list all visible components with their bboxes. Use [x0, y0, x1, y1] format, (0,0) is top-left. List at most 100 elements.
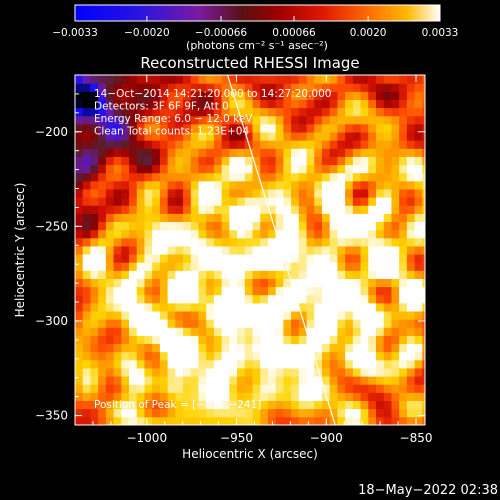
heatmap-cell: [129, 246, 138, 255]
heatmap-cell: [267, 197, 277, 206]
x-axis-label: Heliocentric X (arcsec): [182, 447, 318, 461]
heatmap-cell: [406, 246, 415, 255]
heatmap-cell: [345, 148, 354, 157]
heatmap-cell: [75, 75, 84, 84]
heatmap-cell: [345, 229, 354, 239]
heatmap-cell: [198, 189, 207, 198]
heatmap-cell: [152, 286, 161, 296]
heatmap-cell: [159, 319, 169, 328]
heatmap-cell: [167, 262, 176, 271]
heatmap-cell: [283, 416, 292, 425]
heatmap-cell: [175, 197, 184, 206]
heatmap-cell: [75, 213, 84, 223]
heatmap-cell: [136, 408, 145, 418]
heatmap-cell: [144, 246, 153, 255]
heatmap-cell: [136, 164, 145, 174]
heatmap-cell: [229, 286, 238, 296]
heatmap-cell: [121, 197, 130, 206]
heatmap-cell: [105, 400, 114, 410]
heatmap-cell: [75, 246, 84, 255]
heatmap-cell: [291, 368, 300, 377]
heatmap-cell: [391, 156, 400, 166]
heatmap-cell: [175, 400, 184, 410]
heatmap-cell: [275, 302, 284, 312]
heatmap-cell: [275, 115, 284, 125]
heatmap-cell: [144, 99, 153, 109]
heatmap-cell: [113, 384, 122, 393]
heatmap-cell: [267, 278, 277, 288]
heatmap-cell: [221, 384, 230, 393]
heatmap-cell: [298, 237, 307, 247]
heatmap-cell: [144, 294, 153, 304]
heatmap-cell: [321, 180, 331, 190]
heatmap-cell: [275, 91, 284, 100]
heatmap-cell: [136, 376, 145, 385]
heatmap-cell: [190, 172, 199, 182]
heatmap-cell: [360, 262, 369, 271]
heatmap-cell: [82, 270, 91, 279]
heatmap-cell: [237, 343, 246, 353]
heatmap-cell: [291, 91, 300, 100]
heatmap-cell: [414, 99, 423, 109]
heatmap-cell: [82, 107, 91, 117]
heatmap-cell: [298, 359, 307, 369]
heatmap-cell: [113, 311, 122, 320]
heatmap-cell: [252, 343, 261, 353]
heatmap-cell: [283, 368, 292, 377]
heatmap-cell: [414, 115, 423, 125]
heatmap-cell: [113, 351, 122, 361]
heatmap-cell: [267, 270, 277, 279]
heatmap-cell: [414, 107, 423, 117]
heatmap-cell: [260, 416, 269, 425]
heatmap-cell: [422, 75, 425, 76]
heatmap-cell: [399, 132, 408, 141]
heatmap-cell: [144, 107, 153, 117]
heatmap-cell: [159, 262, 169, 271]
heatmap-cell: [383, 229, 392, 239]
heatmap-cell: [352, 115, 361, 125]
heatmap-cell: [383, 213, 392, 223]
heatmap-cell: [144, 164, 153, 174]
heatmap-cell: [129, 408, 138, 418]
heatmap-cell: [98, 189, 107, 198]
heatmap-cell: [75, 286, 84, 296]
heatmap-cell: [321, 99, 331, 109]
heatmap-cell: [129, 400, 138, 410]
heatmap-cell: [260, 302, 269, 312]
heatmap-cell: [422, 368, 425, 377]
heatmap-cell: [376, 368, 385, 377]
heatmap-cell: [105, 343, 114, 353]
heatmap-cell: [391, 319, 400, 328]
heatmap-cell: [198, 302, 207, 312]
heatmap-cell: [275, 416, 284, 425]
heatmap-cell: [237, 205, 246, 214]
heatmap-cell: [159, 278, 169, 288]
heatmap-cell: [213, 359, 223, 369]
annotation-line: 14−Oct−2014 14:21:20.000 to 14:27:20.000: [94, 88, 331, 100]
heatmap-cell: [82, 75, 91, 84]
heatmap-cell: [260, 197, 269, 206]
heatmap-cell: [329, 335, 338, 345]
heatmap-cell: [82, 254, 91, 263]
heatmap-cell: [113, 83, 122, 92]
heatmap-cell: [198, 408, 207, 418]
heatmap-cell: [414, 416, 423, 425]
heatmap-cell: [75, 327, 84, 336]
heatmap-cell: [275, 327, 284, 336]
heatmap-cell: [406, 286, 415, 296]
heatmap-cell: [414, 359, 423, 369]
heatmap-cell: [167, 213, 176, 223]
heatmap-cell: [298, 124, 307, 133]
heatmap-cell: [306, 75, 315, 84]
heatmap-cell: [183, 189, 192, 198]
heatmap-cell: [175, 408, 184, 418]
heatmap-cell: [283, 221, 292, 231]
heatmap-cell: [360, 132, 369, 141]
heatmap-cell: [98, 180, 107, 190]
heatmap-cell: [275, 384, 284, 393]
heatmap-cell: [198, 205, 207, 214]
heatmap-cell: [183, 164, 192, 174]
heatmap-cell: [121, 107, 130, 117]
heatmap-cell: [337, 294, 346, 304]
heatmap-cell: [175, 294, 184, 304]
